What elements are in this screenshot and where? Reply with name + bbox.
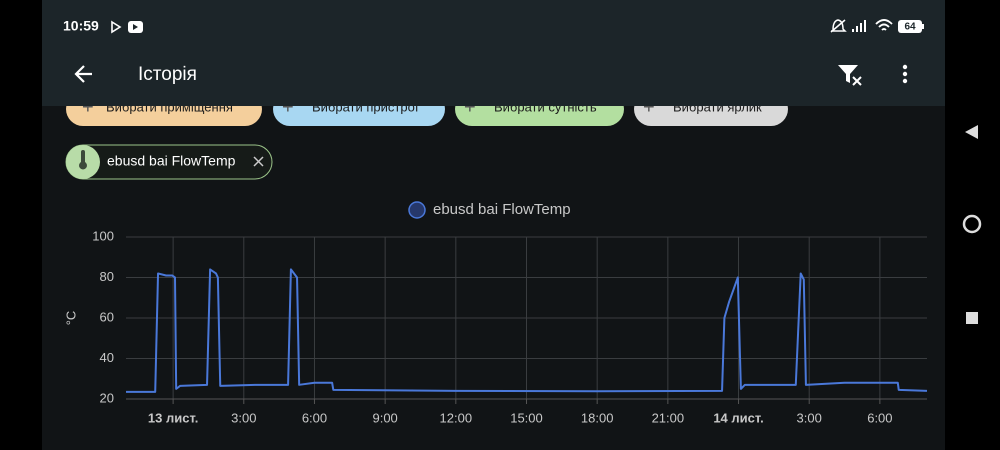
chip-plus: + xyxy=(643,96,655,118)
battery xyxy=(898,20,922,33)
battery-level: 64 xyxy=(904,22,916,33)
x-tick-label: 18:00 xyxy=(581,410,614,425)
status-time: 10:59 xyxy=(63,18,99,34)
filter-clear-button[interactable] xyxy=(838,65,862,86)
x-tick-label: 21:00 xyxy=(652,410,685,425)
y-axis-label: °C xyxy=(63,311,78,326)
legend-label: ebusd bai FlowTemp xyxy=(433,201,571,218)
y-tick-label: 100 xyxy=(92,228,114,243)
nav-back[interactable] xyxy=(965,125,978,139)
x-tick-label: 15:00 xyxy=(510,410,543,425)
nav-bar xyxy=(945,0,1000,450)
y-tick-label: 40 xyxy=(100,350,114,365)
status-icon xyxy=(875,19,893,31)
series-line xyxy=(126,268,928,393)
x-tick-label: 3:00 xyxy=(231,410,256,425)
back-button[interactable] xyxy=(74,65,92,83)
chart: °C 20 40 60 80 100 13 лист. 3:00 6:00 9:00 12:00 1… xyxy=(63,201,928,425)
chip-label: ebusd bai FlowTemp xyxy=(107,153,236,169)
selected-chip: ebusd bai FlowTemp xyxy=(65,144,273,180)
status-icon xyxy=(852,20,866,32)
status-bar xyxy=(42,0,945,50)
x-tick-label: 9:00 xyxy=(372,410,397,425)
legend-swatch xyxy=(408,201,426,219)
chip-plus: + xyxy=(282,96,294,118)
x-tick-label: 13 лист. xyxy=(148,410,198,425)
chip-plus: + xyxy=(82,96,94,118)
nav-home[interactable] xyxy=(962,214,982,234)
x-tick-label: 14 лист. xyxy=(713,410,763,425)
y-tick-label: 20 xyxy=(100,390,114,405)
nav-recents[interactable] xyxy=(966,312,978,324)
menu-button[interactable] xyxy=(902,64,908,84)
y-tick-label: 80 xyxy=(100,269,114,284)
x-tick-label: 3:00 xyxy=(797,410,822,425)
chip-plus: + xyxy=(464,96,476,118)
app-bar xyxy=(42,50,945,106)
thermometer-icon xyxy=(79,150,87,170)
chip-remove[interactable] xyxy=(253,156,264,167)
x-tick-label: 6:00 xyxy=(302,410,327,425)
status-icon xyxy=(830,19,847,33)
x-tick-label: 6:00 xyxy=(867,410,892,425)
status-icon xyxy=(111,20,122,34)
status-icon xyxy=(133,24,138,30)
x-tick-label: 12:00 xyxy=(440,410,473,425)
app-title: Історія xyxy=(138,64,197,85)
y-tick-label: 60 xyxy=(100,309,114,324)
battery-tip xyxy=(922,24,924,29)
